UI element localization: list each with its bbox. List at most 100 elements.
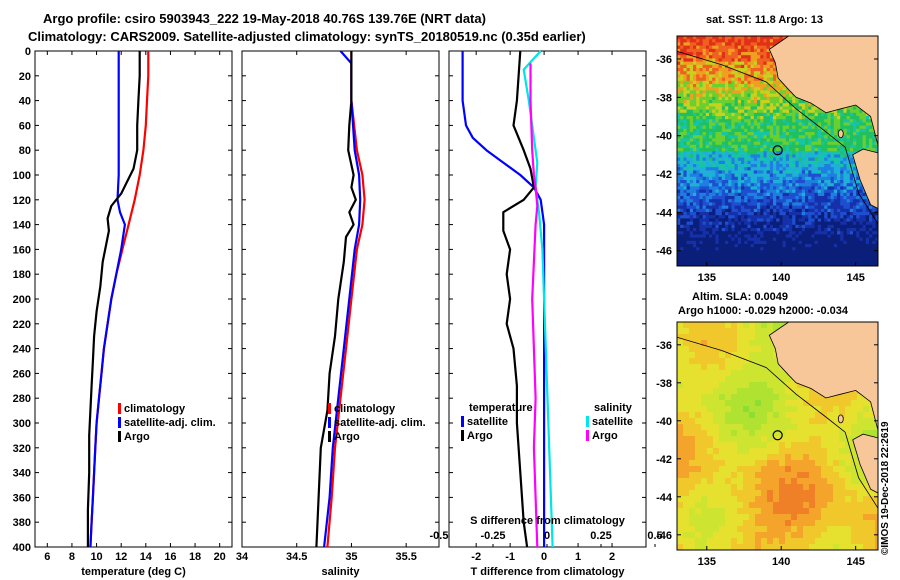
sla-map-land xyxy=(768,322,878,431)
secondary-x-tick-label: 0.5 xyxy=(647,530,662,542)
temperature-profile-frame xyxy=(34,50,233,548)
legend-swatch-t-satellite xyxy=(461,416,464,427)
y-tick-label: 40 xyxy=(19,96,31,108)
sst-map-title: sat. SST: 11.8 Argo: 13 xyxy=(706,14,823,26)
sla-map: -36 -38 -40 -42 -44 -46 135 140 145 xyxy=(656,321,879,568)
x-tick-label: 1 xyxy=(575,551,581,563)
map-y-tick-label: -42 xyxy=(656,169,672,181)
legend-swatch-argo xyxy=(118,431,121,442)
sst-map-frame xyxy=(676,35,879,267)
map-y-tick-label: -44 xyxy=(656,492,673,504)
sla-map-frame xyxy=(676,321,879,551)
x-tick-label: 2 xyxy=(609,551,615,563)
secondary-x-tick-label: -0.5 xyxy=(430,530,449,542)
temperature-profile-panel: 0 20 40 60 80 100 120 140 160 180 200 220 240 260 280 3… xyxy=(13,46,233,578)
legend-swatch-satellite-adj-clim xyxy=(118,417,121,428)
x-tick-label: 8 xyxy=(69,551,75,563)
map-x-tick-label: 135 xyxy=(698,556,716,568)
legend-label-t-satellite: satellite xyxy=(467,416,508,428)
legend-label-climatology: climatology xyxy=(334,403,396,415)
y-tick-label: 180 xyxy=(13,269,31,281)
y-tick-label: 360 xyxy=(13,492,31,504)
y-tick-label: 100 xyxy=(13,170,31,182)
sst-map-land xyxy=(768,36,878,146)
map-y-tick-label: -40 xyxy=(656,131,672,143)
y-tick-label: 220 xyxy=(13,319,31,331)
x-tick-label: 6 xyxy=(44,551,50,563)
x-tick-label: 16 xyxy=(164,551,176,563)
figure-title-line-2: Climatology: CARS2009. Satellite-adjuste… xyxy=(28,29,586,44)
x-tick-label: 10 xyxy=(90,551,102,563)
x-tick-label: 34 xyxy=(236,551,249,563)
map-x-tick-label: 145 xyxy=(846,272,864,284)
x-tick-label: 18 xyxy=(189,551,201,563)
sla-map-contour-line xyxy=(677,336,878,509)
y-tick-label: 400 xyxy=(13,542,31,554)
y-tick-label: 380 xyxy=(13,517,31,529)
y-tick-label: 120 xyxy=(13,195,31,207)
secondary-x-tick-label: 0 xyxy=(544,530,550,542)
legend-salinity-title: salinity xyxy=(594,402,633,414)
y-tick-label: 240 xyxy=(13,344,31,356)
sst-map: -36 -38 -40 -42 -44 -46 135 140 145 xyxy=(656,35,879,284)
series-argo xyxy=(86,51,141,547)
series-t-argo xyxy=(502,50,536,548)
map-y-tick-label: -46 xyxy=(656,246,672,258)
sla-map-argo-marker xyxy=(772,430,783,441)
x-tick-label: 14 xyxy=(140,551,153,563)
map-x-tick-label: 140 xyxy=(772,272,790,284)
map-x-tick-label: 145 xyxy=(846,556,864,568)
salinity-profile-frame xyxy=(241,50,440,548)
x-tick-label: -2 xyxy=(471,551,481,563)
legend-label-argo: Argo xyxy=(334,431,360,443)
difference-profile-panel: -2 -1 0 1 2 T difference from climatology xyxy=(448,50,647,578)
map-x-tick-label: 140 xyxy=(772,556,790,568)
x-tick-label: 35 xyxy=(345,551,357,563)
legend-label-t-argo: Argo xyxy=(467,430,493,442)
secondary-x-axis-label: S difference from climatology xyxy=(470,515,626,527)
x-tick-label: 34.5 xyxy=(286,551,307,563)
x-tick-label: 0 xyxy=(541,551,547,563)
legend-label-climatology: climatology xyxy=(124,403,186,415)
map-y-tick-label: -44 xyxy=(656,207,673,219)
x-axis-label: salinity xyxy=(322,566,361,578)
sst-map-contour-line xyxy=(677,50,878,225)
y-tick-label: 20 xyxy=(19,71,31,83)
map-y-tick-label: -38 xyxy=(656,92,672,104)
legend-temperature-title: temperature xyxy=(469,402,533,414)
map-y-tick-label: -36 xyxy=(656,54,672,66)
y-tick-label: 280 xyxy=(13,393,31,405)
y-tick-label: 260 xyxy=(13,368,31,380)
map-y-tick-label: -36 xyxy=(656,340,672,352)
temperature-profile-legend: climatology satellite-adj. clim. Argo xyxy=(118,403,216,443)
y-tick-label: 0 xyxy=(25,46,31,58)
x-tick-label: 35.5 xyxy=(395,551,416,563)
legend-swatch-argo xyxy=(328,431,331,442)
sst-map-king-island xyxy=(837,129,844,139)
sla-map-title: Altim. SLA: 0.0049 xyxy=(692,291,788,303)
salinity-profile-legend: climatology satellite-adj. clim. Argo xyxy=(328,403,426,443)
legend-label-s-satellite: satellite xyxy=(592,416,633,428)
y-tick-label: 340 xyxy=(13,468,31,480)
y-tick-label: 140 xyxy=(13,220,31,232)
map-y-tick-label: -40 xyxy=(656,416,672,428)
y-tick-label: 60 xyxy=(19,120,31,132)
secondary-x-tick-label: -0.25 xyxy=(480,530,505,542)
legend-swatch-s-satellite xyxy=(586,416,589,427)
map-y-tick-label: -42 xyxy=(656,454,672,466)
legend-label-argo: Argo xyxy=(124,431,150,443)
legend-label-satellite-adj-clim: satellite-adj. clim. xyxy=(334,417,426,429)
legend-label-satellite-adj-clim: satellite-adj. clim. xyxy=(124,417,216,429)
y-tick-label: 320 xyxy=(13,443,31,455)
x-tick-label: 20 xyxy=(214,551,226,563)
series-s-argo xyxy=(529,63,539,548)
map-y-tick-label: -38 xyxy=(656,378,672,390)
series-t-satellite xyxy=(461,51,546,547)
y-tick-label: 300 xyxy=(13,418,31,430)
map-y-tick-label: -46 xyxy=(656,530,672,542)
map-x-tick-label: 135 xyxy=(698,272,716,284)
sst-map-tasmania xyxy=(852,148,878,209)
difference-legend: temperature salinity satellite Argo satellit… xyxy=(430,402,663,547)
x-axis-label: T difference from climatology xyxy=(470,566,625,578)
y-tick-label: 160 xyxy=(13,244,31,256)
